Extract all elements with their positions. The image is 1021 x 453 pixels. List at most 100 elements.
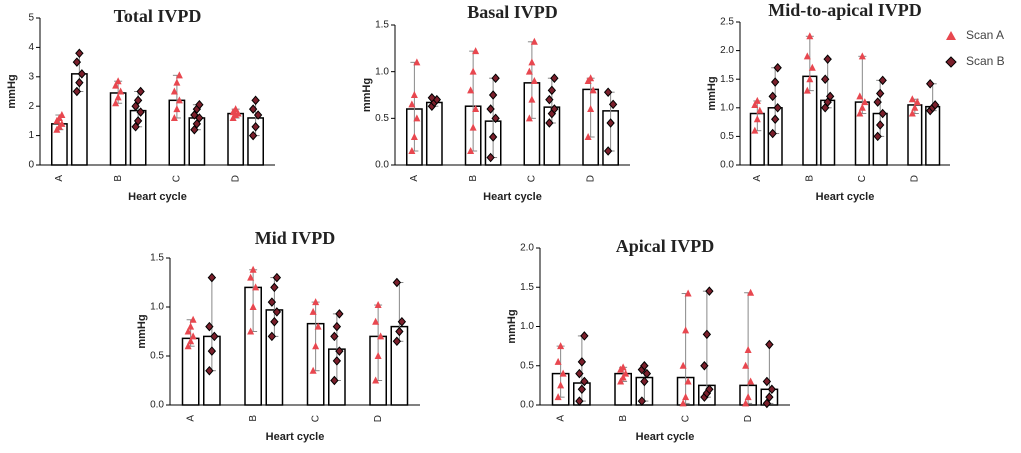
y-tick-label: 1.5 — [720, 74, 734, 85]
data-point — [173, 78, 181, 86]
x-axis-label: Heart cycle — [128, 191, 187, 203]
data-point — [175, 71, 183, 79]
y-tick-label: 0.0 — [520, 400, 534, 411]
bar — [227, 112, 245, 166]
legend-marker — [945, 56, 957, 68]
data-point — [253, 110, 263, 120]
data-point — [767, 384, 777, 395]
data-point — [876, 120, 885, 130]
data-point — [413, 58, 421, 66]
data-point — [247, 327, 255, 335]
data-point — [856, 109, 864, 117]
data-point — [395, 326, 404, 337]
data-point — [744, 346, 752, 354]
data-point — [619, 363, 627, 371]
data-point — [117, 87, 125, 95]
data-point — [753, 115, 761, 123]
data-point — [397, 316, 407, 327]
data-point — [637, 396, 647, 406]
data-point — [112, 81, 120, 89]
legend-label: Scan A — [966, 28, 1004, 42]
data-point — [873, 97, 882, 107]
data-point — [751, 100, 759, 108]
x-tick-label: C — [857, 175, 868, 182]
data-point — [267, 331, 277, 342]
data-point — [580, 331, 589, 341]
y-tick-label: 4 — [28, 42, 34, 53]
panel: Basal IVPD 0.0 0.5 1.0 1.5 Heart cycle mmHg A B C… — [361, 2, 630, 203]
chart-title: Mid-to-apical IVPD — [768, 0, 921, 20]
data-point — [136, 86, 145, 97]
x-tick-label: A — [752, 175, 763, 182]
x-tick-label: A — [409, 175, 420, 182]
data-point — [528, 58, 536, 66]
data-point — [640, 360, 649, 371]
data-point — [806, 32, 814, 40]
data-point — [205, 321, 214, 332]
y-tick-label: 1.0 — [150, 302, 164, 313]
chart-title: Mid IVPD — [255, 228, 336, 248]
data-point — [491, 73, 500, 83]
data-point — [488, 132, 498, 142]
data-point — [272, 307, 282, 317]
data-point — [742, 399, 750, 407]
data-point — [488, 90, 498, 100]
chart-title: Basal IVPD — [467, 2, 558, 22]
data-point — [75, 77, 84, 88]
data-point — [773, 63, 782, 73]
data-point — [248, 130, 258, 141]
data-point — [309, 307, 317, 315]
data-point — [267, 297, 277, 307]
data-point — [702, 329, 712, 340]
data-point — [133, 95, 143, 106]
data-point — [112, 99, 120, 107]
data-point — [408, 100, 416, 108]
bar — [425, 101, 443, 166]
data-point — [332, 356, 342, 366]
data-point — [335, 309, 344, 319]
x-tick-label: D — [230, 175, 241, 182]
data-point — [603, 87, 613, 97]
x-tick-label: C — [310, 415, 321, 422]
data-point — [330, 331, 339, 342]
bar — [925, 105, 941, 166]
data-point — [584, 133, 592, 140]
data-point — [486, 104, 495, 114]
data-point — [427, 93, 437, 103]
x-tick-label: B — [468, 175, 479, 182]
x-tick-label: D — [373, 415, 384, 422]
data-point — [640, 376, 649, 387]
x-tick-label: B — [618, 415, 629, 422]
data-point — [554, 393, 562, 401]
data-point — [312, 298, 320, 306]
data-point — [577, 384, 587, 395]
data-point — [803, 86, 811, 94]
data-point — [808, 63, 816, 71]
data-point — [803, 52, 811, 60]
data-point — [873, 131, 882, 142]
data-point — [187, 337, 195, 345]
data-point — [550, 73, 559, 83]
data-point — [908, 109, 916, 117]
data-point — [580, 376, 589, 387]
data-point — [408, 147, 416, 154]
data-point — [765, 339, 774, 350]
data-point — [252, 283, 260, 291]
data-point — [377, 332, 385, 340]
data-point — [931, 100, 940, 110]
data-point — [603, 146, 613, 156]
legend-label: Scan B — [966, 54, 1005, 68]
x-axis-label: Heart cycle — [816, 191, 875, 203]
data-point — [530, 77, 538, 84]
data-point — [210, 331, 219, 342]
data-point — [247, 273, 255, 281]
y-tick-label: 2 — [28, 101, 34, 112]
data-point — [756, 106, 764, 114]
data-point — [491, 113, 500, 124]
data-point — [700, 360, 709, 371]
data-point — [335, 346, 344, 356]
data-point — [622, 369, 630, 377]
y-tick-label: 2.5 — [720, 17, 734, 28]
data-point — [72, 86, 82, 97]
data-point — [175, 96, 183, 104]
